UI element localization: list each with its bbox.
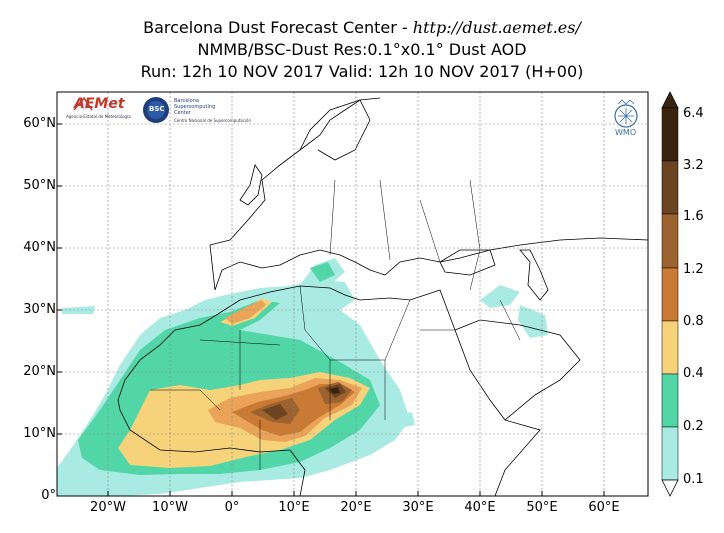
bsc-logo-name: Barcelona Supercomputing Center <box>174 98 216 116</box>
lon-label-20w: 20°W <box>90 500 126 515</box>
colorbar-top-arrow <box>661 91 679 109</box>
colorbar-label-1.6: 1.6 <box>683 209 704 224</box>
caspian-coastline <box>519 249 549 301</box>
aod-0.2-region-2 <box>310 262 335 282</box>
aod-0.8-region-2 <box>225 300 266 324</box>
title-prefix: Barcelona Dust Forecast Center - <box>143 18 413 37</box>
colorbar <box>661 91 679 497</box>
colorbar-segment-6.4 <box>661 107 679 162</box>
colorbar-label-3.2: 3.2 <box>683 158 704 173</box>
aemet-logo <box>73 96 93 111</box>
arabia-coastline <box>454 319 581 421</box>
run-subtitle: Run: 12h 10 NOV 2017 Valid: 12h 10 NOV 2… <box>140 62 584 81</box>
lat-label-40n: 40°N <box>23 240 56 255</box>
lat-label-10n: 10°N <box>23 426 56 441</box>
country-borders <box>150 179 521 470</box>
aod-6.4-region <box>330 387 340 394</box>
aod-0.1-region-3 <box>480 285 520 308</box>
lon-label-60e: 60°E <box>588 500 620 515</box>
aod-3.2-region <box>262 404 288 420</box>
scandinavia-coastline <box>299 99 371 161</box>
graticule <box>57 92 648 496</box>
wmo-logo-text: WMO <box>615 128 637 137</box>
colorbar-segment-1.6 <box>661 213 679 269</box>
colorbar-segment-0.4 <box>661 373 679 428</box>
lon-label-10w: 10°W <box>152 500 188 515</box>
dust-field <box>57 258 548 496</box>
aod-0.1-region-6 <box>398 412 415 428</box>
coastlines <box>117 97 648 496</box>
lon-label-0: 0° <box>224 500 240 515</box>
lon-label-40e: 40°E <box>464 500 496 515</box>
map-frame <box>56 91 649 497</box>
bsc-logo <box>143 97 169 123</box>
lat-label-20n: 20°N <box>23 364 56 379</box>
tick-marks <box>57 123 605 496</box>
bsc-logo-subtext: Centro Nacional de Supercomputación <box>174 118 252 123</box>
lat-label-30n: 30°N <box>23 302 56 317</box>
model-subtitle: NMMB/BSC-Dust Res:0.1°x0.1° Dust AOD <box>197 40 527 59</box>
black-sea-coastline <box>439 249 496 276</box>
colorbar-label-0.2: 0.2 <box>683 419 704 434</box>
europe-coastline <box>209 97 648 291</box>
colorbar-segment-0.8 <box>661 320 679 375</box>
colorbar-segment-1.2 <box>661 267 679 322</box>
bsc-logo-text: BSC <box>149 105 165 113</box>
lat-label-50n: 50°N <box>23 178 56 193</box>
colorbar-segment-3.2 <box>661 160 679 215</box>
lat-label-60n: 60°N <box>23 116 56 131</box>
colorbar-label-1.2: 1.2 <box>683 262 704 277</box>
colorbar-label-0.4: 0.4 <box>683 366 704 381</box>
colorbar-label-0.1: 0.1 <box>683 472 704 487</box>
aemet-logo-text: AEMet <box>74 96 125 112</box>
lon-label-10e: 10°E <box>278 500 310 515</box>
uk-coastline <box>239 164 263 206</box>
lon-label-30e: 30°E <box>402 500 434 515</box>
colorbar-label-0.8: 0.8 <box>683 314 704 329</box>
lon-label-50e: 50°E <box>526 500 558 515</box>
lon-label-20e: 20°E <box>340 500 372 515</box>
aemet-logo-subtext: Agencia Estatal de Meteorología <box>66 114 131 119</box>
colorbar-segment-0.2 <box>661 426 679 481</box>
chart-title: Barcelona Dust Forecast Center - http://… <box>0 18 724 38</box>
colorbar-bottom-arrow <box>661 479 679 497</box>
wmo-logo <box>614 99 638 128</box>
lat-label-0: 0° <box>41 488 56 503</box>
title-url: http://dust.aemet.es/ <box>412 18 581 37</box>
colorbar-label-6.4: 6.4 <box>683 106 704 121</box>
